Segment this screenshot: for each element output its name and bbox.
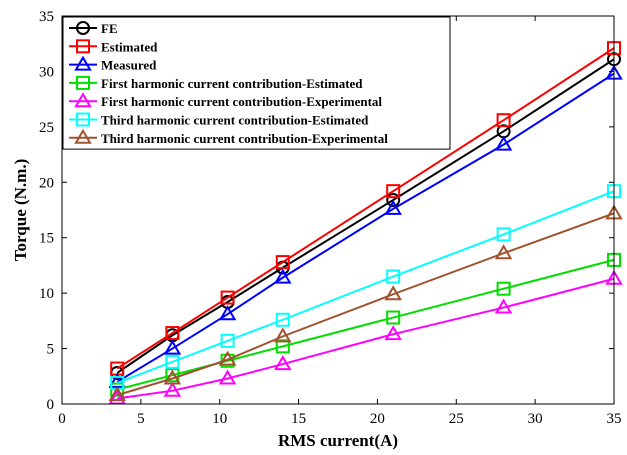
y-tick-label: 35 <box>39 9 54 25</box>
legend-marker <box>76 112 90 127</box>
data-point <box>386 193 401 208</box>
series-5 <box>108 269 623 405</box>
data-point <box>386 184 401 199</box>
legend-label: Third harmonic current contribution-Esti… <box>101 113 369 128</box>
legend-entry: FE <box>69 21 118 36</box>
data-point <box>494 298 513 314</box>
series-line <box>117 277 615 400</box>
legend-entry: Third harmonic current contribution-Esti… <box>69 112 369 128</box>
data-point <box>274 268 292 284</box>
legend-entry: Third harmonic current contribution-Expe… <box>69 128 388 146</box>
x-tick-label: 15 <box>291 411 306 427</box>
legend-entry: First harmonic current contribution-Expe… <box>69 92 382 109</box>
data-point <box>496 281 511 296</box>
x-axis-ticks: 0 5 10 15 20 25 30 35 <box>58 16 622 427</box>
legend-label: First harmonic current contribution-Esti… <box>101 76 363 91</box>
legend-marker <box>74 128 92 144</box>
data-point <box>496 113 511 128</box>
x-tick-label: 10 <box>212 411 227 427</box>
data-point <box>220 290 235 305</box>
data-point <box>494 135 513 151</box>
legend-label: Estimated <box>101 39 158 54</box>
data-point <box>384 285 402 301</box>
data-point <box>165 368 180 383</box>
legend-marker <box>74 92 92 108</box>
data-point <box>275 339 290 354</box>
legend-marker <box>76 75 90 90</box>
legend-label: First harmonic current contribution-Expe… <box>101 94 382 109</box>
data-point <box>108 389 126 405</box>
y-tick-label: 20 <box>39 175 54 191</box>
y-tick-label: 25 <box>39 120 54 136</box>
x-axis-label: RMS current(A) <box>278 431 398 450</box>
data-point <box>218 305 237 321</box>
series-line <box>116 190 615 384</box>
x-tick-label: 0 <box>58 411 66 427</box>
y-tick-label: 30 <box>39 64 54 80</box>
y-tick-label: 15 <box>39 231 54 247</box>
legend-box <box>62 16 451 150</box>
plot-content <box>108 41 623 405</box>
data-point <box>386 269 401 284</box>
data-point <box>218 350 237 366</box>
data-point <box>163 339 182 355</box>
series-line <box>116 72 615 383</box>
data-point <box>384 325 402 341</box>
data-point <box>494 244 513 260</box>
data-point <box>218 369 237 385</box>
data-point <box>163 381 182 397</box>
legend-marker <box>76 21 90 35</box>
x-tick-label: 25 <box>449 411 464 427</box>
series-line <box>116 47 615 370</box>
y-tick-label: 0 <box>47 397 55 413</box>
data-point <box>163 369 182 385</box>
data-point <box>384 199 402 215</box>
x-tick-label: 30 <box>528 411 543 427</box>
x-tick-label: 35 <box>607 411 622 427</box>
legend-entry: First harmonic current contribution-Esti… <box>69 75 363 91</box>
legend-marker <box>74 55 92 71</box>
data-point <box>275 312 290 327</box>
data-point <box>275 255 290 270</box>
legend-marker <box>76 39 90 54</box>
legend-entry: Measured <box>69 55 157 73</box>
series-line <box>116 258 615 391</box>
y-axis-ticks: 0 5 10 15 20 25 30 35 <box>39 9 614 413</box>
y-axis-label: Torque (N.m.) <box>11 159 30 261</box>
legend-label: Measured <box>101 58 157 73</box>
x-tick-label: 5 <box>137 411 145 427</box>
data-point <box>274 327 292 343</box>
data-point <box>274 355 292 371</box>
legend: FE Estimated Measured First harmonic curren… <box>62 16 451 150</box>
data-point <box>386 310 401 325</box>
series-6 <box>110 184 621 390</box>
y-tick-label: 10 <box>39 286 54 302</box>
data-point <box>165 326 180 341</box>
plot-frame <box>61 15 615 405</box>
series-3 <box>108 64 623 388</box>
data-point <box>165 354 180 369</box>
y-tick-label: 5 <box>47 342 55 358</box>
legend-entry: Estimated <box>69 39 158 54</box>
x-tick-label: 20 <box>370 411 385 427</box>
legend-label: FE <box>101 21 118 36</box>
data-point <box>108 386 126 402</box>
data-point <box>220 333 235 348</box>
legend-label: Third harmonic current contribution-Expe… <box>101 131 388 146</box>
series-line <box>116 212 615 397</box>
data-point <box>496 227 511 242</box>
